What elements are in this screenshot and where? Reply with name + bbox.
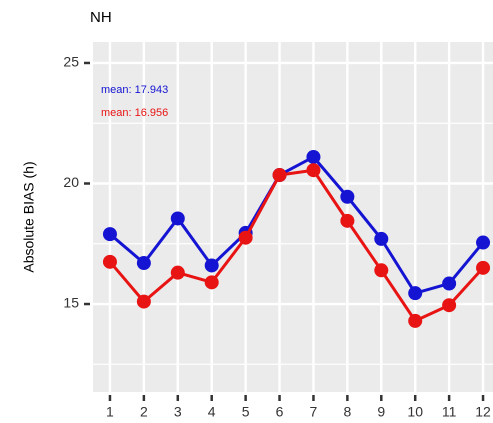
point bbox=[204, 258, 219, 273]
point bbox=[136, 294, 151, 309]
point bbox=[170, 265, 185, 280]
x-tick-label: 8 bbox=[343, 404, 351, 420]
x-tick-label: 11 bbox=[442, 404, 457, 420]
point bbox=[476, 260, 491, 275]
point bbox=[306, 163, 321, 178]
point bbox=[340, 213, 355, 228]
point bbox=[374, 231, 389, 246]
y-axis-label: Absolute BIAS (h) bbox=[21, 161, 37, 272]
point bbox=[136, 256, 151, 271]
point bbox=[102, 227, 117, 242]
point bbox=[374, 263, 389, 278]
point bbox=[306, 149, 321, 164]
point bbox=[272, 168, 287, 183]
x-tick-label: 2 bbox=[140, 404, 148, 420]
annotation: mean: 17.943 bbox=[101, 84, 168, 96]
point bbox=[442, 276, 457, 291]
x-tick-label: 7 bbox=[310, 404, 318, 420]
x-tick-label: 9 bbox=[377, 404, 385, 420]
point bbox=[442, 298, 457, 313]
point bbox=[204, 275, 219, 290]
annotation: mean: 16.956 bbox=[101, 107, 168, 119]
x-tick-label: 5 bbox=[242, 404, 250, 420]
panel bbox=[93, 42, 493, 392]
point bbox=[238, 230, 253, 245]
point bbox=[408, 313, 423, 328]
x-tick-label: 6 bbox=[276, 404, 284, 420]
point bbox=[476, 235, 491, 250]
y-tick-label: 15 bbox=[63, 295, 79, 311]
point bbox=[170, 211, 185, 226]
y-tick-label: 20 bbox=[63, 174, 79, 190]
chart-title: NH bbox=[90, 9, 112, 26]
x-tick-label: 10 bbox=[407, 404, 423, 420]
x-tick-label: 12 bbox=[475, 404, 491, 420]
y-tick-label: 25 bbox=[63, 54, 79, 70]
x-tick-label: 4 bbox=[208, 404, 216, 420]
point bbox=[408, 286, 423, 301]
x-tick-label: 1 bbox=[106, 404, 114, 420]
x-tick-label: 3 bbox=[174, 404, 182, 420]
point bbox=[102, 254, 117, 269]
point bbox=[340, 189, 355, 204]
